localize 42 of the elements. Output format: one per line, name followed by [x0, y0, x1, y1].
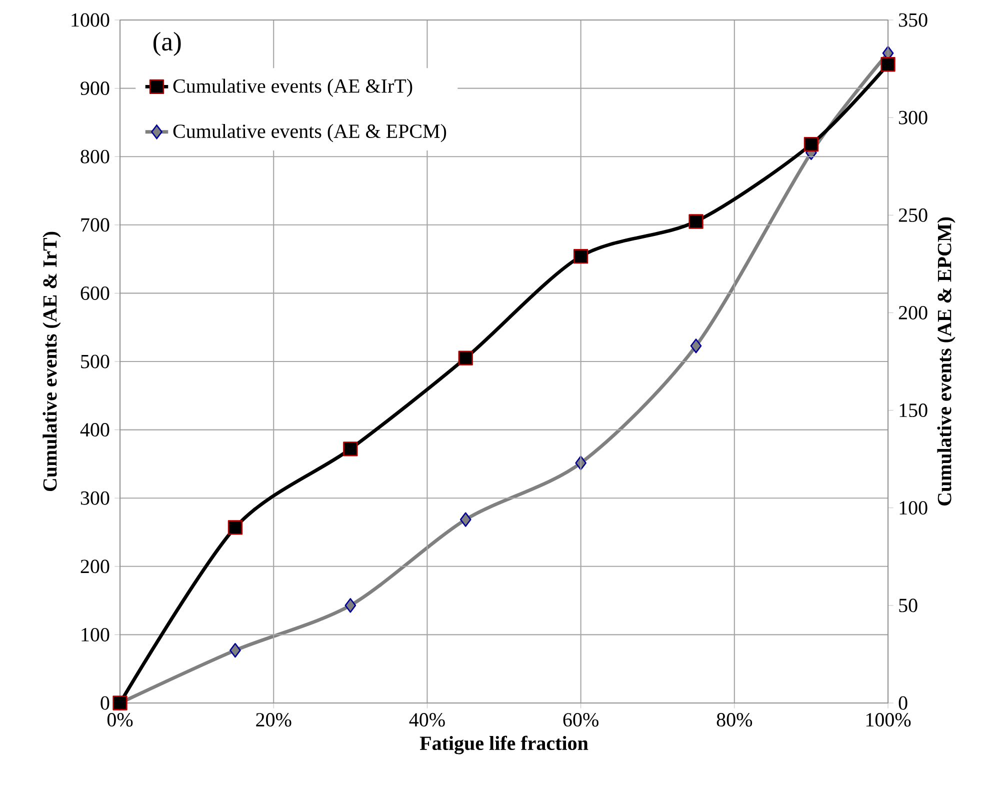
y-tick-label: 0	[100, 696, 110, 710]
y2-tick-label: 200	[898, 306, 928, 320]
point	[804, 136, 819, 152]
y-tick-label: 700	[81, 218, 110, 232]
x-tick-label: 60%	[563, 713, 598, 727]
y-tick-label: 600	[80, 286, 110, 300]
point	[460, 512, 472, 527]
y-tick-label: 100	[82, 628, 110, 642]
x-tick-label: 20%	[256, 713, 292, 727]
point	[228, 520, 243, 535]
legend-label: Cumulative events (AE & EPCM)	[173, 124, 446, 142]
y-tick-label: 200	[80, 560, 110, 574]
x-tick-label: 40%	[409, 713, 445, 727]
y2-tick-label: 100	[900, 501, 928, 515]
legend-label: Cumulative events (AE &IrT)	[173, 78, 412, 97]
point	[688, 214, 704, 229]
point	[573, 248, 588, 264]
point	[344, 598, 356, 613]
x-tick-label: 100%	[866, 713, 911, 727]
y2-axis-title: Cumulative events (AE & EPCM)	[937, 217, 956, 506]
y-tick-label: 1000	[72, 13, 110, 27]
y2-tick-label: 150	[900, 404, 928, 418]
annotation: (a)	[153, 32, 181, 56]
y-tick-label: 900	[80, 82, 110, 96]
y-axis-title: Cumulative events (AE & IrT)	[42, 232, 61, 492]
y-tick-label: 300	[80, 491, 110, 505]
y2-tick-label: 300	[899, 110, 928, 124]
y2-tick-label: 350	[899, 13, 928, 27]
point	[230, 642, 241, 658]
x-tick-label: 80%	[716, 713, 752, 727]
x-tick-label: 0%	[107, 713, 133, 727]
y-tick-label: 400	[80, 423, 110, 437]
point	[690, 338, 702, 354]
y2-tick-label: 0	[898, 696, 908, 710]
y-tick-label: 500	[81, 354, 110, 368]
y-tick-label: 800	[80, 150, 110, 164]
x-axis-title: Fatigue life fraction	[420, 736, 588, 754]
point	[880, 57, 896, 72]
point	[343, 442, 358, 456]
y2-tick-label: 250	[898, 208, 928, 222]
point	[458, 350, 473, 366]
y2-tick-label: 50	[899, 598, 918, 612]
